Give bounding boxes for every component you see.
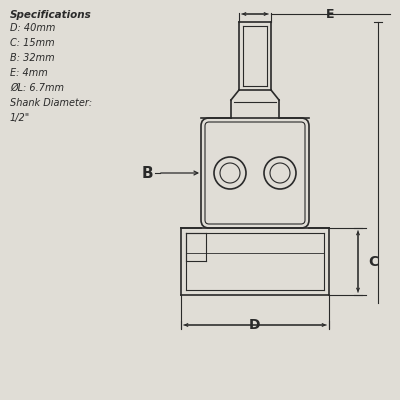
Text: C: 15mm: C: 15mm: [10, 38, 55, 48]
Text: ØL: 6.7mm: ØL: 6.7mm: [10, 83, 64, 93]
Text: 1/2": 1/2": [10, 113, 30, 123]
Text: C: C: [368, 254, 378, 268]
Text: E: 4mm: E: 4mm: [10, 68, 48, 78]
Text: B: 32mm: B: 32mm: [10, 53, 55, 63]
Text: D: 40mm: D: 40mm: [10, 23, 55, 33]
Text: Specifications: Specifications: [10, 10, 92, 20]
Text: B: B: [141, 166, 153, 180]
Text: D: D: [249, 318, 261, 332]
Text: Shank Diameter:: Shank Diameter:: [10, 98, 92, 108]
Text: E: E: [326, 8, 335, 20]
